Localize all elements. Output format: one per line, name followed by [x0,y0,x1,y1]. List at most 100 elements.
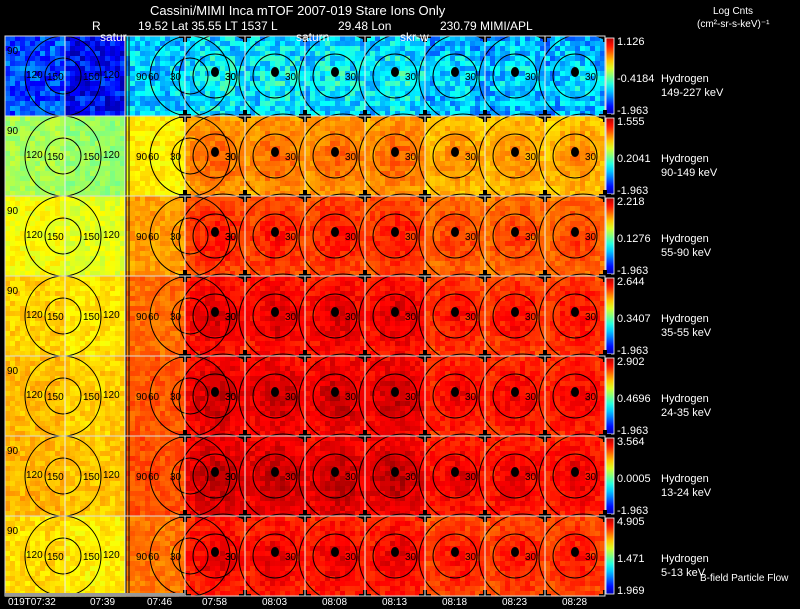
heatmap-cell [105,111,111,117]
heatmap-cell [175,41,181,47]
heatmap-cell [325,46,331,52]
heatmap-cell [65,261,71,267]
heatmap-cell [35,111,41,117]
heatmap-cell [375,106,381,112]
heatmap-cell [275,181,281,187]
heatmap-cell [290,116,296,122]
heatmap-cell [50,96,56,102]
heatmap-cell [145,136,151,142]
heatmap-cell [130,206,136,212]
heatmap-cell [285,46,291,52]
heatmap-cell [460,41,466,47]
heatmap-cell [570,171,576,177]
heatmap-cell [75,231,81,237]
heatmap-cell [150,56,156,62]
heatmap-cell [170,256,176,262]
heatmap-cell [510,101,516,107]
heatmap-cell [55,101,61,107]
heatmap-cell [85,46,91,52]
heatmap-cell [510,161,516,167]
heatmap-cell [595,106,601,112]
heatmap-cell [415,101,421,107]
heatmap-cell [415,171,421,177]
heatmap-cell [525,101,531,107]
heatmap-cell [245,221,251,227]
heatmap-cell [510,61,516,67]
heatmap-cell [515,181,521,187]
heatmap-cell [190,261,196,267]
heatmap-cell [40,246,46,252]
heatmap-cell [110,181,116,187]
heatmap-cell [185,61,191,67]
heatmap-cell [485,86,491,92]
heatmap-cell [415,136,421,142]
heatmap-cell [475,171,481,177]
heatmap-cell [515,36,521,42]
heatmap-cell [395,46,401,52]
heatmap-cell [55,176,61,182]
heatmap-cell [70,81,76,87]
heatmap-cell [265,216,271,222]
heatmap-cell [135,106,141,112]
heatmap-cell [175,266,181,272]
heatmap-cell [385,106,391,112]
heatmap-cell [90,36,96,42]
heatmap-cell [125,51,131,57]
heatmap-cell [140,181,146,187]
heatmap-cell [135,41,141,47]
heatmap-cell [100,171,106,177]
heatmap-cell [520,41,526,47]
heatmap-cell [75,236,81,242]
heatmap-cell [490,181,496,187]
contour-label: 120 [26,70,43,81]
heatmap-cell [65,241,71,247]
heatmap-cell [515,166,521,172]
heatmap-cell [265,181,271,187]
heatmap-cell [10,141,16,147]
heatmap-cell [365,86,371,92]
heatmap-cell [90,201,96,207]
heatmap-cell [40,51,46,57]
heatmap-cell [210,116,216,122]
saturn-marker-icon [511,147,519,157]
heatmap-cell [380,141,386,147]
heatmap-cell [470,126,476,132]
heatmap-cell [175,76,181,82]
heatmap-cell [75,206,81,212]
heatmap-cell [450,96,456,102]
heatmap-cell [410,101,416,107]
heatmap-cell [560,166,566,172]
heatmap-cell [500,151,506,157]
heatmap-cell [295,91,301,97]
heatmap-cell [135,76,141,82]
heatmap-cell [535,96,541,102]
heatmap-cell [235,76,241,82]
heatmap-cell [270,186,276,192]
heatmap-cell [135,101,141,107]
heatmap-cell [430,131,436,137]
heatmap-cell [275,126,281,132]
heatmap-cell [455,41,461,47]
heatmap-cell [390,61,396,67]
heatmap-cell [530,186,536,192]
heatmap-cell [65,76,71,82]
heatmap-cell [435,126,441,132]
heatmap-cell [140,196,146,202]
heatmap-cell [295,216,301,222]
heatmap-cell [405,186,411,192]
heatmap-cell [530,41,536,47]
heatmap-cell [495,126,501,132]
heatmap-cell [200,156,206,162]
heatmap-cell [200,96,206,102]
heatmap-cell [210,206,216,212]
heatmap-cell [235,91,241,97]
heatmap-cell [250,56,256,62]
heatmap-cell [410,121,416,127]
heatmap-cell [145,211,151,217]
heatmap-cell [185,81,191,87]
heatmap-cell [150,176,156,182]
heatmap-cell [195,146,201,152]
heatmap-cell [115,221,121,227]
heatmap-cell [80,86,86,92]
heatmap-cell [555,71,561,77]
